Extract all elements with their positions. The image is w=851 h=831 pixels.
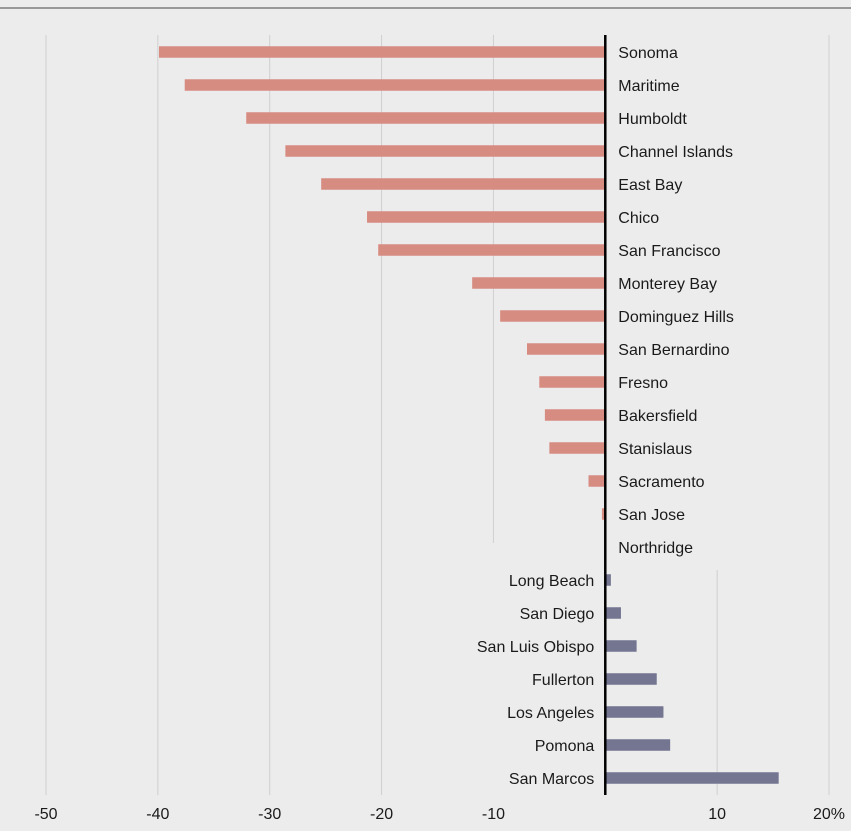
category-label: Long Beach (509, 573, 594, 590)
category-label: Maritime (618, 78, 679, 95)
category-label: East Bay (618, 177, 682, 194)
category-label: Monterey Bay (618, 276, 717, 293)
bar (605, 640, 637, 652)
category-label: Sonoma (618, 45, 678, 62)
category-label: Sacramento (618, 474, 704, 491)
bar (378, 244, 606, 256)
bar (549, 442, 606, 454)
category-label: San Luis Obispo (477, 639, 595, 656)
category-label: Stanislaus (618, 441, 692, 458)
category-label: Channel Islands (618, 144, 733, 161)
category-label: San Marcos (509, 771, 594, 788)
bar (605, 706, 664, 718)
x-axis-ticks: -50 -40 -30 -20 -10 10 20% (34, 806, 845, 823)
bar (605, 673, 657, 685)
category-label: Fullerton (532, 672, 594, 689)
bar (601, 508, 606, 520)
category-label: San Jose (618, 507, 685, 524)
category-label: San Diego (520, 606, 595, 623)
category-labels: Sonoma Maritime Humboldt Channel Islands Eas… (477, 45, 734, 788)
bar (500, 310, 606, 322)
category-label: Chico (618, 210, 659, 227)
category-label: San Bernardino (618, 342, 729, 359)
bar (605, 772, 779, 784)
x-tick-label: -20 (370, 806, 393, 823)
x-tick-label: -50 (34, 806, 57, 823)
category-label: Pomona (535, 738, 595, 755)
bar (588, 475, 606, 487)
bars (158, 46, 779, 784)
bar (285, 145, 606, 157)
bar (539, 376, 606, 388)
category-label: San Francisco (618, 243, 720, 260)
category-label: Humboldt (618, 111, 687, 128)
category-label: Los Angeles (507, 705, 594, 722)
bar (321, 178, 606, 190)
bar (605, 607, 621, 619)
bar (605, 574, 611, 586)
category-label: Bakersfield (618, 408, 697, 425)
category-label: Fresno (618, 375, 668, 392)
x-tick-label: -40 (146, 806, 169, 823)
x-tick-label: 10 (708, 806, 726, 823)
bar (246, 112, 606, 124)
bar (544, 409, 606, 421)
x-tick-label: -30 (258, 806, 281, 823)
x-tick-label: 20% (813, 806, 845, 823)
bar (158, 46, 606, 58)
bar (605, 739, 671, 751)
x-tick-label: -10 (482, 806, 505, 823)
bar (367, 211, 606, 223)
bar (472, 277, 606, 289)
category-label: Dominguez Hills (618, 309, 734, 326)
bar (184, 79, 606, 91)
category-label: Northridge (618, 540, 693, 557)
bar (526, 343, 606, 355)
